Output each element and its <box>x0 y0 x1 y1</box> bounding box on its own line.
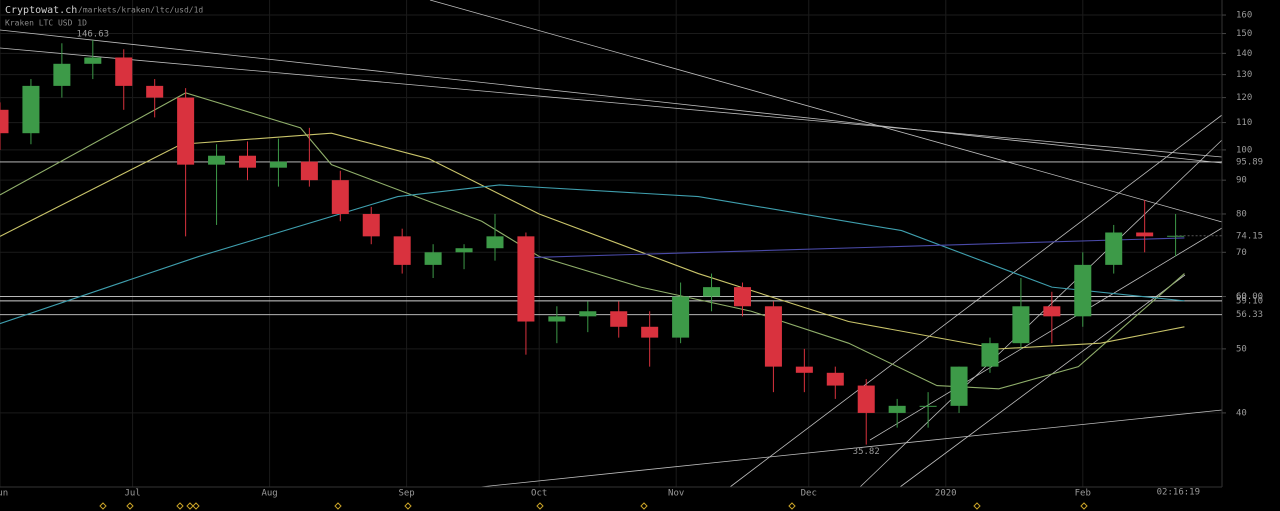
trend-line <box>859 139 1223 488</box>
candle-body <box>300 161 318 181</box>
moving-average <box>0 92 1185 390</box>
candle-body <box>115 57 133 86</box>
high-label: 146.63 <box>77 30 110 40</box>
candle-body <box>362 213 380 237</box>
y-tick-label: 150 <box>1236 29 1252 39</box>
candle-body <box>1136 232 1154 237</box>
x-tick-label: Sep <box>398 489 414 499</box>
candle-body <box>826 372 844 386</box>
candle-body <box>208 155 226 165</box>
candle-body <box>888 405 906 413</box>
trend-line <box>0 29 1223 164</box>
hline-label: 56.33 <box>1236 310 1263 320</box>
trend-line <box>869 227 1223 441</box>
y-tick-label: 60 <box>1236 292 1247 302</box>
candle-body <box>579 311 597 317</box>
candle-body <box>84 57 102 64</box>
x-tick-label: Jun <box>0 489 8 499</box>
x-tick-label: Oct <box>531 489 547 499</box>
hline-label: 59.10 <box>1236 296 1263 306</box>
candle-body <box>53 63 71 86</box>
y-tick-label: 90 <box>1236 176 1247 186</box>
candle-body <box>857 385 875 413</box>
market-path: /markets/kraken/ltc/usd/1d <box>78 6 203 15</box>
candle-body <box>950 366 968 406</box>
candle-body <box>610 311 628 327</box>
y-tick-label: 140 <box>1236 49 1252 59</box>
candle-body <box>981 343 999 367</box>
moving-average <box>0 132 1185 350</box>
moving-average <box>525 237 1185 259</box>
candle-body <box>146 85 164 98</box>
hline-label: 60.00 <box>1236 292 1263 302</box>
x-tick-label: 2020 <box>935 489 957 499</box>
x-tick-label: Jul <box>124 489 140 499</box>
candle-body <box>733 287 751 307</box>
trend-line <box>429 0 1223 223</box>
candle-body <box>795 366 813 373</box>
candle-body <box>424 252 442 265</box>
candle-body <box>641 326 659 338</box>
trend-line <box>0 47 1223 158</box>
candle-body <box>1105 232 1123 265</box>
candle-body <box>548 316 566 322</box>
y-tick-label: 120 <box>1236 93 1252 103</box>
candle-body <box>1043 306 1061 317</box>
candle-body <box>672 296 690 338</box>
grid <box>0 0 1222 487</box>
candle-body <box>703 287 721 297</box>
event-markers <box>99 502 1088 510</box>
x-tick-label: Dec <box>801 489 817 499</box>
event-marker[interactable] <box>99 502 1088 510</box>
candle-body <box>393 236 411 265</box>
y-tick-label: 40 <box>1236 408 1247 418</box>
candle-body <box>486 236 504 249</box>
y-tick-label: 110 <box>1236 118 1252 128</box>
y-tick-label: 130 <box>1236 70 1252 80</box>
candle-body <box>269 161 287 168</box>
chart-title: Kraken LTC USD 1D <box>5 19 87 28</box>
y-tick-label: 100 <box>1236 145 1252 155</box>
y-tick-label: 70 <box>1236 248 1247 258</box>
y-tick-label: 80 <box>1236 209 1247 219</box>
last-price-label: 74.15 <box>1236 231 1263 241</box>
candle-body <box>0 109 9 134</box>
low-label: 35.82 <box>853 447 880 457</box>
candle-body <box>22 85 40 134</box>
countdown: 02:16:19 <box>1157 488 1200 498</box>
candle-body <box>455 248 473 253</box>
candle-body <box>238 155 257 168</box>
trend-line <box>899 274 1186 488</box>
candle-body <box>1074 264 1092 317</box>
moving-average <box>0 184 1185 325</box>
y-tick-label: 50 <box>1236 344 1247 354</box>
hline-label: 95.89 <box>1236 157 1263 167</box>
trend-line <box>479 409 1223 488</box>
candle-body <box>177 97 195 165</box>
x-tick-label: Aug <box>261 489 277 499</box>
candle-body <box>764 306 782 367</box>
candle-body <box>517 236 535 322</box>
y-tick-label: 160 <box>1236 11 1252 21</box>
x-tick-label: Nov <box>668 489 684 499</box>
site-name: Cryptowat.ch <box>5 5 77 16</box>
candle-body <box>1012 306 1030 344</box>
candle-body <box>919 405 937 407</box>
x-tick-label: Feb <box>1075 489 1091 499</box>
candle-body <box>331 180 349 214</box>
drawings <box>0 0 1223 488</box>
